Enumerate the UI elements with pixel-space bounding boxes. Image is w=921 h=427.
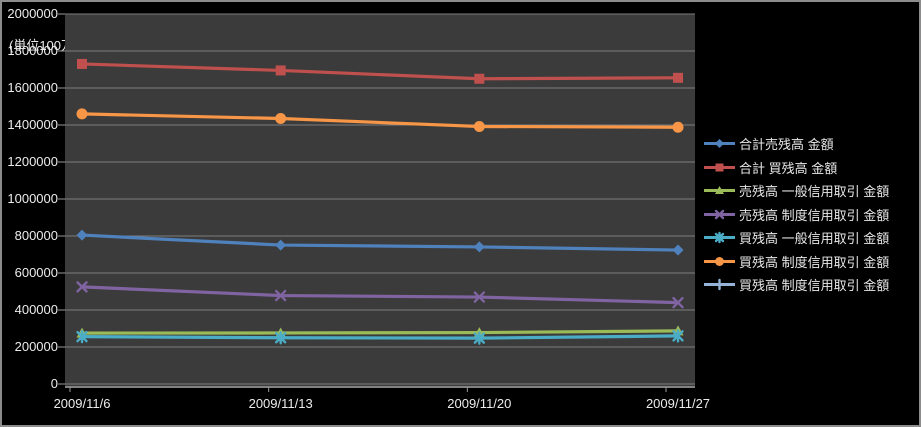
legend-marker-icon xyxy=(704,209,735,219)
series-marker-icon xyxy=(474,73,485,84)
legend-marker-icon xyxy=(704,256,735,266)
series-marker-icon xyxy=(274,289,287,302)
legend-label: 買残高 制度信用取引 金額 xyxy=(739,254,890,270)
series-marker-icon xyxy=(274,331,287,345)
y-tick-label: 800000 xyxy=(14,228,58,243)
series-line xyxy=(80,112,680,129)
x-tick-label: 2009/11/13 xyxy=(248,396,313,411)
series-marker-icon xyxy=(714,232,725,244)
legend-item[interactable]: 売残高 一般信用取引 金額 xyxy=(703,179,889,203)
y-tick-label: 0 xyxy=(50,376,58,391)
series-marker-icon xyxy=(672,329,684,343)
legend: 合計売残高 金額 合計 買残高 金額売残高 一般信用取引 金額 売残高 制度信用取引… xyxy=(703,132,889,297)
y-tick-label: 2000000 xyxy=(7,6,58,21)
y-tick-label: 400000 xyxy=(14,302,58,317)
legend-marker-icon xyxy=(704,232,735,244)
legend-label: 合計売残高 金額 xyxy=(739,137,834,153)
series-marker-icon xyxy=(473,291,486,303)
series-marker-icon xyxy=(275,239,287,251)
y-tick-label: 1600000 xyxy=(7,80,58,95)
legend-item[interactable]: 買残高 一般信用取引 金額 xyxy=(703,226,889,250)
legend-label: 合計 買残高 金額 xyxy=(739,160,838,176)
y-tick-label: 1200000 xyxy=(7,154,58,169)
series-marker-icon xyxy=(275,65,286,76)
series-marker-icon xyxy=(713,279,726,291)
legend-label: 買残高 制度信用取引 金額 xyxy=(739,278,890,294)
legend-label: 買残高 一般信用取引 金額 xyxy=(739,231,890,247)
series-marker-icon xyxy=(275,113,287,125)
legend-marker-icon xyxy=(704,163,735,172)
y-tick-label: 600000 xyxy=(14,265,58,280)
series-marker-icon xyxy=(473,120,485,132)
plot-background xyxy=(65,14,695,388)
series-marker-icon xyxy=(715,186,724,195)
series-line xyxy=(80,329,680,335)
series-marker-icon xyxy=(76,281,88,293)
legend-item[interactable]: 買残高 制度信用取引 金額 xyxy=(703,250,889,274)
series-marker-icon xyxy=(714,209,725,219)
series-line xyxy=(80,233,680,252)
series-marker-icon xyxy=(76,229,88,241)
legend-marker-icon xyxy=(704,139,735,149)
y-tick-label: 1000000 xyxy=(7,191,58,206)
x-tick-label: 2009/11/20 xyxy=(447,396,512,411)
series-line xyxy=(80,285,680,305)
legend-item[interactable]: 合計 買残高 金額 xyxy=(703,156,889,180)
series-marker-icon xyxy=(715,256,724,266)
series-line xyxy=(80,62,680,81)
legend-label: 売残高 一般信用取引 金額 xyxy=(739,184,890,200)
legend-item[interactable]: 売残高 制度信用取引 金額 xyxy=(703,203,889,227)
x-tick-label: 2009/11/27 xyxy=(645,396,711,411)
series-marker-icon xyxy=(77,58,87,69)
legend-marker-icon xyxy=(704,279,735,291)
series-line xyxy=(80,334,680,340)
series-marker-icon xyxy=(473,241,485,253)
series-marker-icon xyxy=(672,121,684,133)
series-marker-icon xyxy=(672,244,684,256)
legend-label: 売残高 制度信用取引 金額 xyxy=(739,207,890,223)
series-marker-icon xyxy=(473,331,486,345)
plot-area xyxy=(58,13,695,392)
legend-item[interactable]: 買残高 制度信用取引 金額 xyxy=(703,273,889,297)
series-marker-icon xyxy=(673,72,683,83)
series-marker-icon xyxy=(715,139,724,149)
series-marker-icon xyxy=(76,108,88,120)
x-tick-label: 2009/11/6 xyxy=(53,396,111,411)
y-tick-label: 1400000 xyxy=(7,117,58,132)
series-marker-icon xyxy=(672,296,684,309)
series-marker-icon xyxy=(715,163,724,172)
legend-item[interactable]: 合計売残高 金額 xyxy=(703,132,889,156)
legend-marker-icon xyxy=(704,186,735,195)
series-marker-icon xyxy=(76,329,88,344)
y-tick-label: 200000 xyxy=(14,339,58,354)
y-tick-label: 1800000 xyxy=(7,43,58,58)
